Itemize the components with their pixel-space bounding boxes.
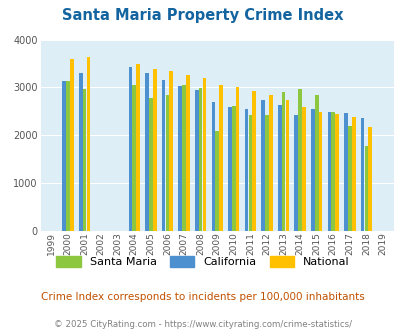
Bar <box>248 115 252 231</box>
Bar <box>169 71 173 231</box>
Bar <box>182 84 185 231</box>
Bar <box>162 80 165 231</box>
Bar <box>330 112 334 231</box>
Bar <box>79 73 82 231</box>
Bar <box>149 98 152 231</box>
Bar <box>364 146 367 231</box>
Bar <box>185 75 189 231</box>
Bar <box>215 130 218 231</box>
Text: Crime Index corresponds to incidents per 100,000 inhabitants: Crime Index corresponds to incidents per… <box>41 292 364 302</box>
Bar <box>327 112 330 231</box>
Bar <box>153 69 156 231</box>
Legend: Santa Maria, California, National: Santa Maria, California, National <box>52 251 353 271</box>
Bar <box>62 81 66 231</box>
Bar <box>219 84 222 231</box>
Bar <box>351 117 355 231</box>
Bar <box>261 100 264 231</box>
Bar <box>264 115 268 231</box>
Bar <box>231 106 235 231</box>
Bar <box>347 126 351 231</box>
Bar <box>128 67 132 231</box>
Bar <box>228 107 231 231</box>
Bar <box>298 89 301 231</box>
Bar <box>281 92 285 231</box>
Bar <box>343 113 347 231</box>
Bar <box>132 85 136 231</box>
Bar <box>294 115 297 231</box>
Bar <box>70 59 73 231</box>
Bar <box>301 107 305 231</box>
Bar <box>277 105 281 231</box>
Bar <box>268 95 272 231</box>
Bar <box>368 127 371 231</box>
Bar <box>145 73 149 231</box>
Bar <box>235 87 239 231</box>
Bar <box>165 95 169 231</box>
Text: © 2025 CityRating.com - https://www.cityrating.com/crime-statistics/: © 2025 CityRating.com - https://www.city… <box>54 320 351 329</box>
Bar <box>136 64 140 231</box>
Bar <box>360 117 364 231</box>
Bar <box>252 91 256 231</box>
Bar <box>86 57 90 231</box>
Bar <box>335 114 338 231</box>
Bar <box>285 100 288 231</box>
Bar <box>198 88 202 231</box>
Bar <box>202 78 206 231</box>
Bar <box>66 81 70 231</box>
Bar <box>314 95 318 231</box>
Bar <box>211 102 215 231</box>
Bar <box>318 112 322 231</box>
Bar <box>178 85 181 231</box>
Bar <box>244 109 248 231</box>
Bar <box>194 90 198 231</box>
Text: Santa Maria Property Crime Index: Santa Maria Property Crime Index <box>62 8 343 23</box>
Bar <box>310 109 314 231</box>
Bar <box>83 89 86 231</box>
